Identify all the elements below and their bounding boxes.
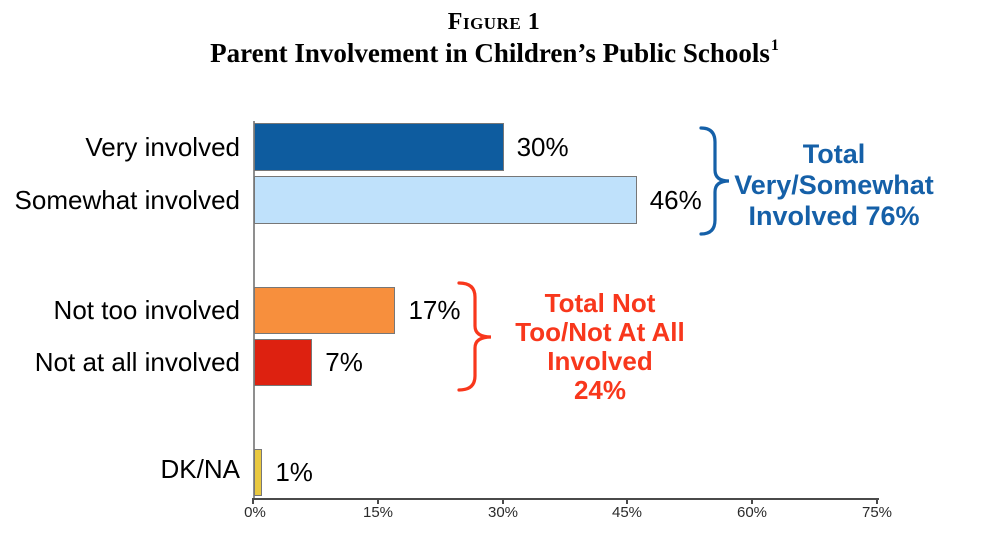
footnote-marker: 1 (770, 37, 779, 54)
x-axis-tick-label: 45% (611, 504, 643, 521)
x-axis-tick-label: 15% (362, 504, 394, 521)
x-axis-tick-label: 75% (861, 504, 893, 521)
category-label-very-involved: Very involved (85, 132, 240, 162)
bar-somewhat-involved (254, 176, 637, 224)
annotation-total-not-involved: Total Not Too/Not At All Involved 24% (497, 289, 703, 405)
brace-very-somewhat-group (699, 126, 730, 236)
value-label: 46% (649, 184, 702, 215)
bar-row: 17% (254, 287, 460, 334)
annotation-line: Total (802, 139, 866, 169)
bar-row: 7% (254, 339, 363, 386)
annotation-line: Very/Somewhat (734, 170, 934, 200)
x-axis-tick-label: 30% (487, 504, 519, 521)
category-label-not-at-all-involved: Not at all involved (34, 347, 240, 377)
value-label: 1% (275, 457, 313, 487)
category-label-not-too-involved: Not too involved (53, 295, 240, 325)
x-axis-tick (502, 498, 504, 504)
bar-dk-na (254, 449, 263, 496)
category-label-somewhat-involved: Somewhat involved (14, 185, 240, 215)
annotation-total-involved: Total Very/Somewhat Involved 76% (728, 139, 940, 232)
x-axis-line (253, 498, 879, 500)
annotation-line: Total Not (544, 288, 656, 318)
main-title-text: Parent Involvement in Children’s Public … (210, 38, 770, 68)
value-label: 17% (408, 295, 461, 325)
figure-number: Figure 1 (447, 9, 541, 35)
brace-not-involved-group (457, 281, 492, 392)
x-axis-tick-label: 0% (244, 504, 266, 521)
x-axis-tick (751, 498, 753, 504)
annotation-line: Involved (547, 346, 653, 376)
bar-row: 46% (254, 176, 702, 224)
value-label: 30% (516, 131, 569, 162)
title-block: Figure 1 Parent Involvement in Children’… (0, 8, 988, 68)
annotation-line: Involved 76% (748, 201, 920, 231)
x-axis-tick (252, 498, 254, 504)
category-label-dk-na: DK/NA (160, 454, 240, 484)
x-axis-tick (876, 498, 878, 504)
page-title: Parent Involvement in Children’s Public … (0, 37, 988, 69)
bar-very-involved (254, 123, 504, 171)
x-axis-tick-label: 60% (736, 504, 768, 521)
x-axis-tick (377, 498, 379, 504)
bar-not-too-involved (254, 287, 396, 334)
annotation-line: Too/Not At All (515, 317, 685, 347)
value-label: 7% (325, 347, 363, 377)
bar-row: 1% (254, 449, 313, 496)
brace-path (699, 126, 730, 236)
bar-not-at-all-involved (254, 339, 313, 386)
annotation-line: 24% (573, 375, 627, 405)
brace-path (457, 281, 492, 392)
x-axis-tick (626, 498, 628, 504)
bar-row: 30% (254, 123, 569, 171)
